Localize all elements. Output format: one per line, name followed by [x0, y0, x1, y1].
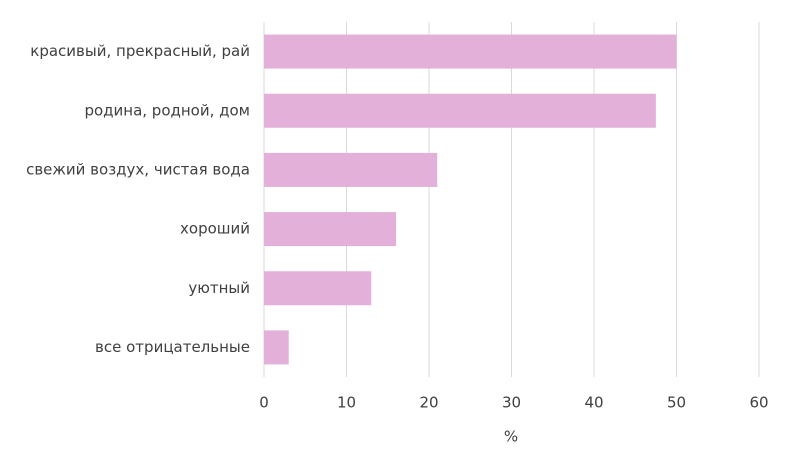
- y-tick-label: все отрицательные: [95, 338, 250, 356]
- y-tick-label: красивый, прекрасный, рай: [30, 42, 250, 60]
- bar: [264, 212, 396, 247]
- bar: [264, 152, 438, 187]
- x-axis-label: %: [504, 428, 518, 446]
- bar: [264, 271, 372, 306]
- x-tick-label: 60: [749, 394, 768, 412]
- x-tick-label: 40: [584, 394, 603, 412]
- x-tick-label: 10: [337, 394, 356, 412]
- y-tick-label: уютный: [188, 279, 250, 297]
- bar: [264, 330, 289, 365]
- bar: [264, 93, 656, 128]
- x-tick-label: 0: [259, 394, 269, 412]
- y-tick-label: хороший: [180, 220, 250, 238]
- x-tick-label: 50: [667, 394, 686, 412]
- x-tick-label: 30: [502, 394, 521, 412]
- x-tick-label: 20: [419, 394, 438, 412]
- y-tick-label: свежий воздух, чистая вода: [26, 160, 250, 178]
- y-tick-label: родина, родной, дом: [84, 101, 250, 119]
- bar: [264, 34, 677, 69]
